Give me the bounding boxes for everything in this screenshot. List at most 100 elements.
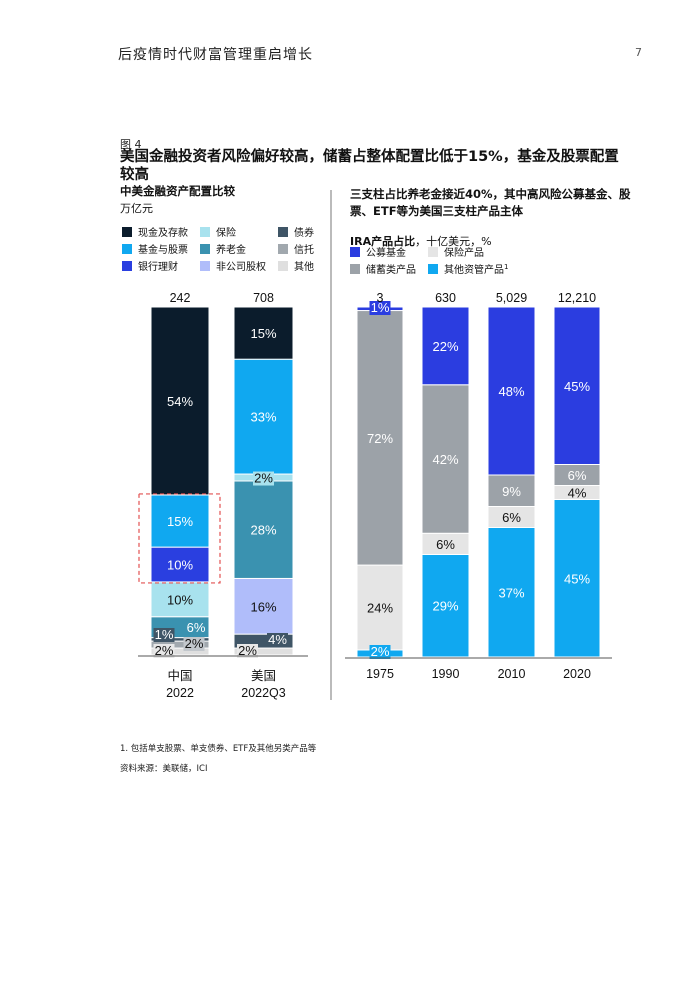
legend-swatch-pension — [200, 244, 210, 254]
segment-label-y1975-ira_other: 2% — [371, 644, 390, 659]
legend-label-ira_other: 其他资管产品1 — [444, 263, 508, 276]
legend-swatch-bonds — [278, 227, 288, 237]
legend-label-private_equity: 非公司股权 — [216, 260, 266, 273]
segment-label-us-bonds: 4% — [268, 632, 287, 647]
legend-swatch-insurance — [200, 227, 210, 237]
bar-segment-y2020-ira_funds — [553, 306, 601, 465]
category-label-us-line1: 美国 — [251, 669, 276, 683]
segment-label-y1990-ira_savings: 42% — [432, 452, 458, 467]
highlight-box — [138, 493, 221, 584]
bar-segment-y2020-ira_other — [553, 499, 601, 658]
figure-label: 图 4 — [120, 138, 142, 151]
category-label-y2020: 2020 — [563, 667, 591, 681]
legend-label-other: 其他 — [294, 260, 314, 273]
bar-segment-y1990-ira_savings — [421, 384, 470, 534]
segment-label-cn-bonds-bg — [153, 628, 175, 642]
segment-label-cn-bonds: 1% — [155, 627, 174, 642]
segment-label-us-other: 2% — [238, 643, 257, 658]
bar-total-y2010: 5,029 — [496, 291, 527, 305]
legend-swatch-funds — [122, 244, 132, 254]
bar-segment-y1990-ira_funds — [421, 306, 470, 386]
legend-label-ira_insurance: 保险产品 — [444, 246, 484, 259]
bar-total-y1975: 3 — [377, 291, 384, 305]
legend-sup-ira_other: 1 — [504, 263, 508, 271]
segment-label-y2010-ira_insurance: 6% — [502, 510, 521, 525]
legend-label-cash: 现金及存款 — [138, 226, 188, 239]
header-title: 后疫情时代财富管理重启增长 — [118, 47, 313, 63]
legend-label-insurance: 保险 — [216, 226, 236, 239]
segment-label-us-pension: 28% — [250, 523, 276, 538]
bar-total-y2020: 12,210 — [558, 291, 596, 305]
segment-label-us-cash: 15% — [250, 326, 276, 341]
segment-label-cn-trust-bg — [183, 637, 205, 651]
segment-label-cn-funds: 15% — [167, 514, 193, 529]
segment-label-y1975-ira_funds-bg — [369, 301, 391, 315]
segment-label-y1975-ira_other-bg — [369, 645, 391, 659]
legend-label-ira_savings: 储蓄类产品 — [366, 263, 416, 276]
legend-swatch-bank_wm — [122, 261, 132, 271]
segment-label-y2010-ira_funds: 48% — [498, 384, 524, 399]
bar-segment-cn-funds — [150, 494, 210, 548]
figure-title: 美国金融投资者风险偏好较高，储蓄占整体配置比低于15%，基金及股票配置较高 — [120, 149, 619, 183]
bar-total-cn: 242 — [170, 291, 191, 305]
legend-swatch-ira_savings — [350, 264, 360, 274]
left-chart-unit: 万亿元 — [120, 202, 153, 215]
segment-label-cn-bank_wm: 10% — [167, 558, 193, 573]
legend-swatch-cash — [122, 227, 132, 237]
legend-label-pension: 养老金 — [216, 243, 246, 256]
right-chart-unit-bold: IRA产品占比 — [350, 235, 416, 248]
bar-segment-cn-cash — [150, 306, 210, 496]
segment-label-cn-insurance: 10% — [167, 592, 193, 607]
segment-label-y2020-ira_funds: 45% — [564, 379, 590, 394]
category-label-us-line2: 2022Q3 — [241, 686, 286, 700]
left-chart-subtitle: 中美金融资产配置比较 — [120, 184, 235, 198]
page-number: 7 — [635, 46, 642, 59]
bar-segment-y2010-ira_funds — [487, 306, 536, 476]
legend-swatch-ira_other — [428, 264, 438, 274]
segment-label-us-bonds-bg — [267, 633, 288, 647]
segment-label-y1990-ira_funds: 22% — [432, 339, 458, 354]
segment-label-us-funds: 33% — [250, 410, 276, 425]
legend-label-bonds: 债券 — [294, 226, 314, 239]
category-label-cn-line1: 中国 — [167, 668, 192, 683]
segment-label-us-private_equity: 16% — [250, 599, 276, 614]
footnote: 1. 包括单支股票、单支债券、ETF及其他另类产品等 — [120, 744, 317, 754]
legend-label-funds: 基金与股票 — [138, 243, 188, 256]
bar-segment-us-cash — [233, 306, 294, 360]
legend-swatch-ira_insurance — [428, 247, 438, 257]
segment-label-y2020-ira_savings: 6% — [568, 468, 587, 483]
bar-segment-y2010-ira_other — [487, 527, 536, 658]
segment-label-y2020-ira_insurance: 4% — [568, 486, 587, 501]
segment-label-cn-other: 2% — [155, 643, 174, 658]
bar-total-us: 708 — [253, 291, 274, 305]
category-label-y1975: 1975 — [366, 667, 394, 681]
segment-label-us-insurance: 2% — [254, 471, 273, 486]
legend-label-trust: 信托 — [294, 243, 314, 256]
segment-label-y2020-ira_other: 45% — [564, 571, 590, 586]
category-label-y1990: 1990 — [432, 667, 460, 681]
segment-label-y1990-ira_other: 29% — [432, 599, 458, 614]
legend-swatch-trust — [278, 244, 288, 254]
segment-label-us-insurance-bg — [253, 471, 274, 486]
segment-label-cn-cash: 54% — [167, 394, 193, 409]
bar-segment-us-private_equity — [233, 577, 294, 635]
legend-swatch-private_equity — [200, 261, 210, 271]
source-note: 资料来源：美联储，ICI — [120, 764, 208, 774]
segment-label-us-other-bg — [237, 644, 258, 658]
segment-label-y2010-ira_other: 37% — [498, 585, 524, 600]
legend-swatch-ira_funds — [350, 247, 360, 257]
category-label-y2010: 2010 — [498, 667, 526, 681]
segment-label-cn-other-bg — [153, 644, 175, 658]
segment-label-cn-trust: 2% — [185, 636, 204, 651]
segment-label-y1975-ira_funds: 1% — [371, 300, 390, 315]
legend-label-ira_funds: 公募基金 — [366, 246, 406, 259]
segment-label-y1990-ira_insurance: 6% — [436, 537, 455, 552]
segment-label-y2010-ira_savings: 9% — [502, 484, 521, 499]
segment-label-cn-pension: 6% — [187, 620, 206, 635]
bar-segment-y2010-ira_savings — [487, 474, 536, 507]
category-label-cn-line2: 2022 — [166, 686, 194, 700]
segment-label-y1975-ira_insurance: 24% — [367, 601, 393, 616]
bar-segment-cn-bank_wm — [150, 546, 210, 583]
legend-swatch-other — [278, 261, 288, 271]
